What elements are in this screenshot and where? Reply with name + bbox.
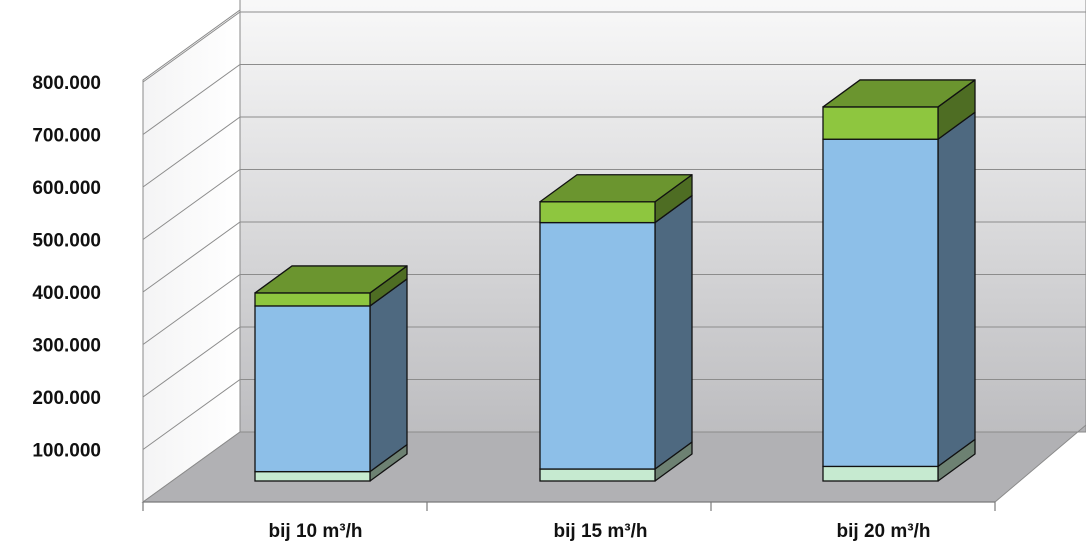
bar-segment: [822, 138, 939, 468]
bar-segment: [539, 221, 656, 470]
gridline: [142, 64, 1086, 135]
gridline: [142, 274, 1086, 345]
bar-stack: [539, 174, 693, 482]
gridline: [142, 169, 1086, 240]
bars: [254, 79, 976, 482]
bar-segment-side: [937, 111, 976, 468]
bar-top: [254, 265, 408, 294]
bar-top: [822, 79, 976, 108]
y-axis-ticks: 100.000 200.000 300.000 400.000 500.000 600.0…: [32, 73, 101, 462]
gridline: [142, 221, 1086, 293]
bar-segment: [822, 106, 939, 140]
bar-stack: [822, 79, 976, 482]
y-tick-label: 500.000: [32, 231, 101, 252]
y-tick-label: 700.000: [32, 126, 101, 147]
gridline: [142, 379, 1086, 450]
y-tick-label: 200.000: [32, 388, 101, 409]
gridline: [142, 116, 1086, 188]
x-tick-label: bij 10 m³/h: [269, 521, 363, 542]
y-tick-label: 800.000: [32, 73, 101, 94]
bar-stack: [254, 265, 408, 482]
bar-segment: [539, 201, 656, 224]
gridline: [142, 326, 1086, 398]
gridline: [142, 11, 1086, 83]
bar-segment: [539, 468, 656, 482]
bar-segment: [254, 292, 371, 307]
gridlines: [142, 11, 1086, 450]
y-tick-label: 100.000: [32, 441, 101, 462]
bar-top: [539, 174, 693, 203]
y-tick-label: 300.000: [32, 336, 101, 357]
x-tick-label: bij 15 m³/h: [554, 521, 648, 542]
bar-segment: [254, 470, 371, 482]
x-tick-label: bij 20 m³/h: [837, 521, 931, 542]
y-tick-label: 600.000: [32, 178, 101, 199]
x-axis-labels: bij 10 m³/h bij 15 m³/h bij 20 m³/h: [269, 521, 931, 542]
bar-segment-side: [369, 278, 408, 473]
side-wall: [142, 9, 241, 503]
bar-segment: [254, 305, 371, 473]
y-tick-label: 400.000: [32, 283, 101, 304]
bar-segment: [822, 465, 939, 482]
bar-segment-side: [654, 194, 693, 470]
